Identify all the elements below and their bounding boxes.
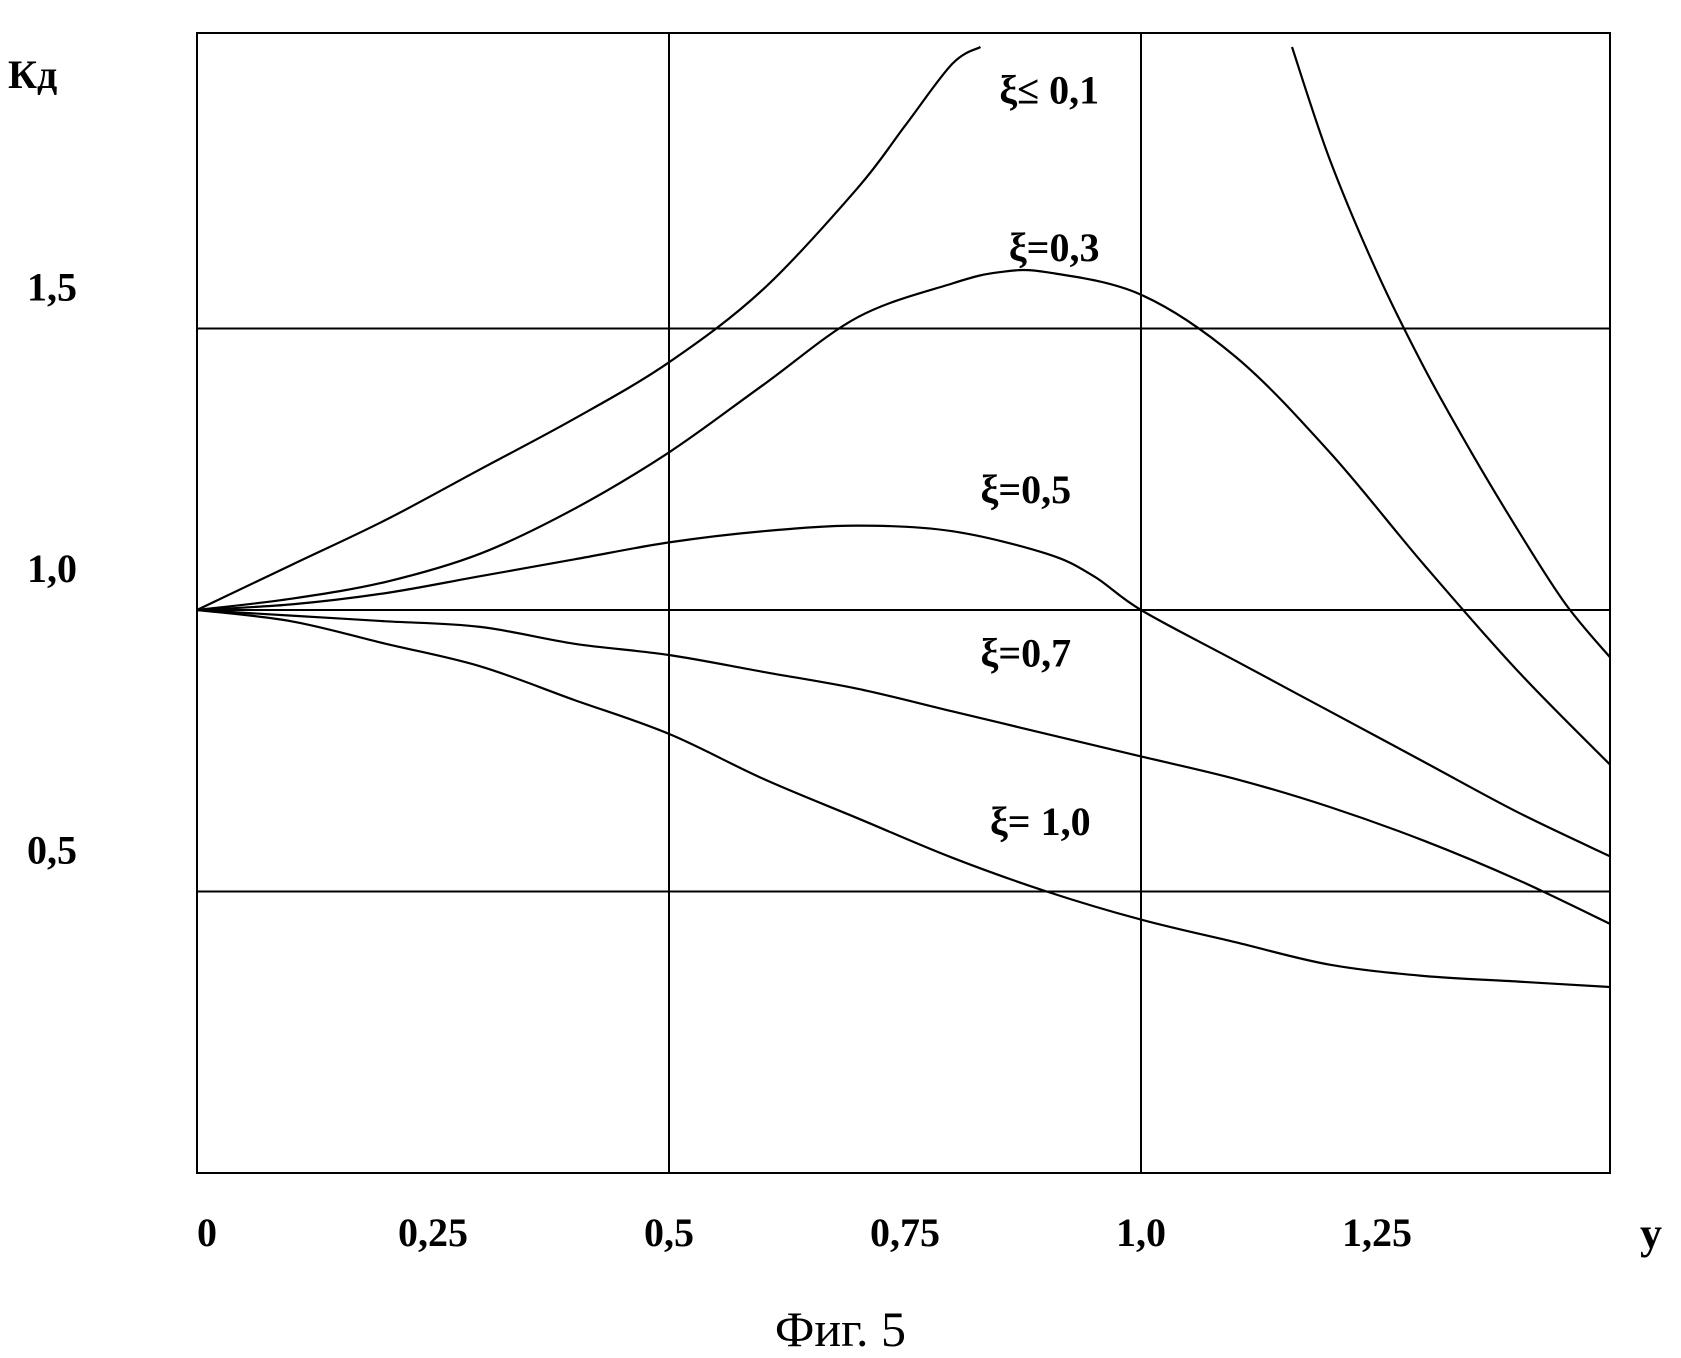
series-label-1: ξ≤ 0,1 — [999, 67, 1099, 112]
series-line-2 — [197, 270, 1613, 768]
series-line-4 — [197, 610, 1613, 925]
y-tick-label: 1,0 — [27, 546, 77, 591]
data-series — [197, 47, 1613, 987]
series-label-3: ξ=0,5 — [981, 467, 1072, 512]
series-label-5: ξ= 1,0 — [990, 799, 1091, 844]
series-line-1-part-2 — [1292, 47, 1613, 661]
series-line-5 — [197, 610, 1613, 987]
series-label-4: ξ=0,7 — [981, 630, 1072, 675]
y-axis-label: Кд — [8, 52, 57, 97]
y-tick-label: 0,5 — [27, 828, 77, 873]
x-tick-label: 0 — [197, 1210, 217, 1255]
x-tick-label: 1,0 — [1116, 1210, 1166, 1255]
y-tick-label: 1,5 — [27, 265, 77, 310]
plot-frame — [197, 33, 1610, 1173]
x-tick-label: 1,25 — [1342, 1210, 1412, 1255]
series-labels: ξ≤ 0,1 ξ=0,3 ξ=0,5 ξ=0,7 ξ= 1,0 — [981, 67, 1100, 844]
y-tick-labels: 0,5 1,0 1,5 — [27, 265, 77, 873]
series-label-2: ξ=0,3 — [1009, 225, 1100, 270]
x-tick-labels: 0 0,25 0,5 0,75 1,0 1,25 — [197, 1210, 1412, 1255]
grid-lines — [197, 33, 1610, 1173]
x-axis-label: у — [1640, 1209, 1662, 1258]
x-tick-label: 0,5 — [644, 1210, 694, 1255]
x-tick-label: 0,25 — [398, 1210, 468, 1255]
x-tick-label: 0,75 — [870, 1210, 940, 1255]
figure-caption: Фиг. 5 — [0, 1300, 1681, 1358]
